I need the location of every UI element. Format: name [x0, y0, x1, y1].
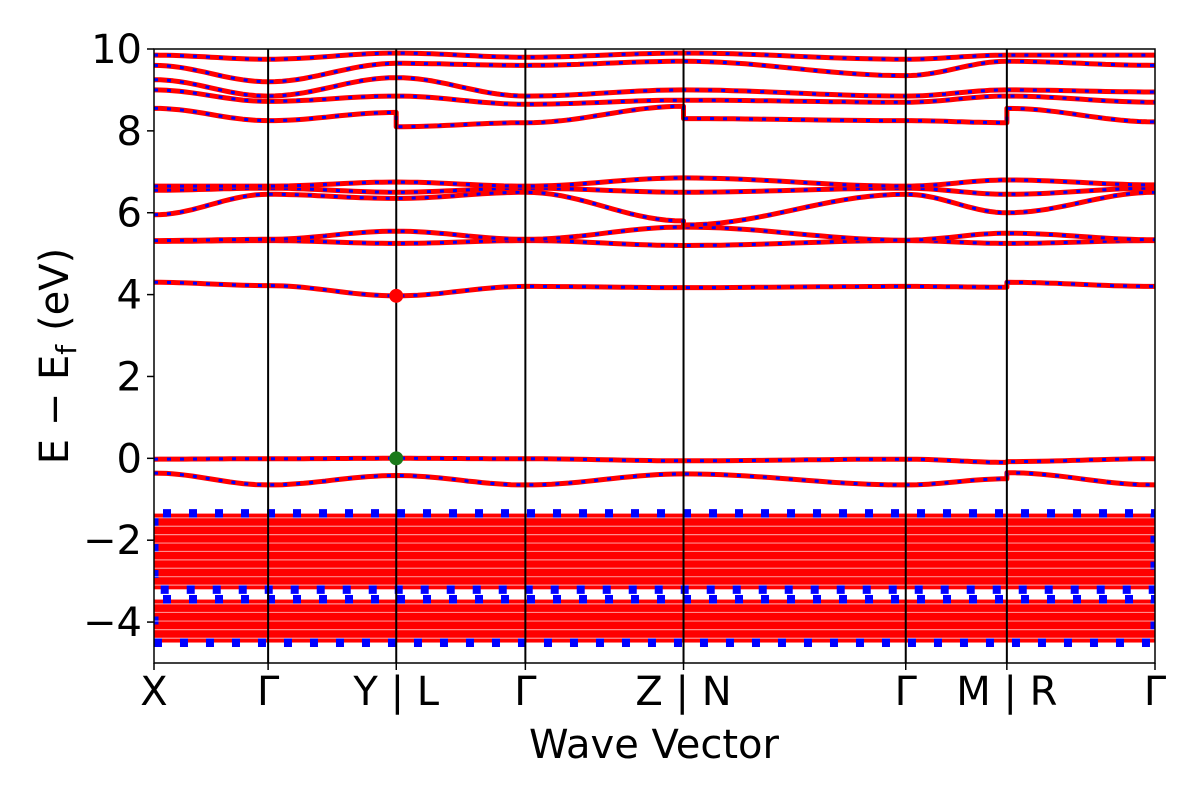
y-axis-title: E − Ef (eV) [32, 248, 83, 465]
y-tick-label: 0 [117, 436, 142, 482]
band-1 [154, 455, 1155, 465]
x-tick-label: Γ [895, 669, 918, 715]
band-4 [154, 224, 1155, 244]
bands-layer [154, 50, 1155, 648]
x-tick-label: M | R [956, 669, 1057, 715]
x-tick-label: Y | L [352, 669, 439, 715]
y-tick-label: 2 [117, 354, 142, 400]
extrema-markers [389, 288, 404, 466]
y-tick-label: −2 [83, 518, 142, 564]
vbm-marker [389, 451, 404, 466]
high-symmetry-lines [267, 49, 1008, 663]
band-block-overlay-1 [154, 595, 1155, 648]
x-axis-title: Wave Vector [529, 722, 780, 768]
y-axis-title-main: E − E [32, 355, 78, 465]
band-3 [154, 238, 1155, 248]
y-tick-label: 8 [117, 109, 142, 155]
band-10-dash [154, 76, 1155, 98]
band-0-dash [154, 471, 1155, 487]
band-9 [154, 87, 1155, 107]
x-tick-label: Γ [1144, 669, 1167, 715]
x-tick-label: Γ [514, 669, 537, 715]
x-tick-label: X [140, 669, 167, 715]
y-tick-label: 6 [117, 191, 142, 237]
y-axis-title-unit: (eV) [32, 248, 78, 331]
y-tick-label: 4 [117, 273, 142, 319]
y-tick-label: 10 [91, 27, 142, 73]
y-axis-title-subscript: f [50, 344, 83, 355]
band-8 [154, 103, 1155, 130]
band-8-dash [154, 104, 1155, 129]
band-2-dash [154, 280, 1155, 298]
band-5 [154, 189, 1155, 228]
band-7 [154, 175, 1155, 189]
cbm-marker [389, 288, 404, 303]
x-tick-label: Z | N [635, 669, 731, 715]
band-2 [154, 279, 1155, 299]
y-axis-ticks: −4 −2 0 2 4 6 8 10 [83, 27, 154, 646]
band-12 [154, 50, 1155, 62]
band-11 [154, 58, 1155, 85]
band-0 [154, 470, 1155, 488]
plot-frame [153, 48, 1156, 664]
x-tick-label: Γ [257, 669, 280, 715]
x-axis-ticks: X Γ Y | L Γ Z | N Γ M | R Γ [140, 663, 1167, 715]
y-tick-label: −4 [83, 600, 142, 646]
